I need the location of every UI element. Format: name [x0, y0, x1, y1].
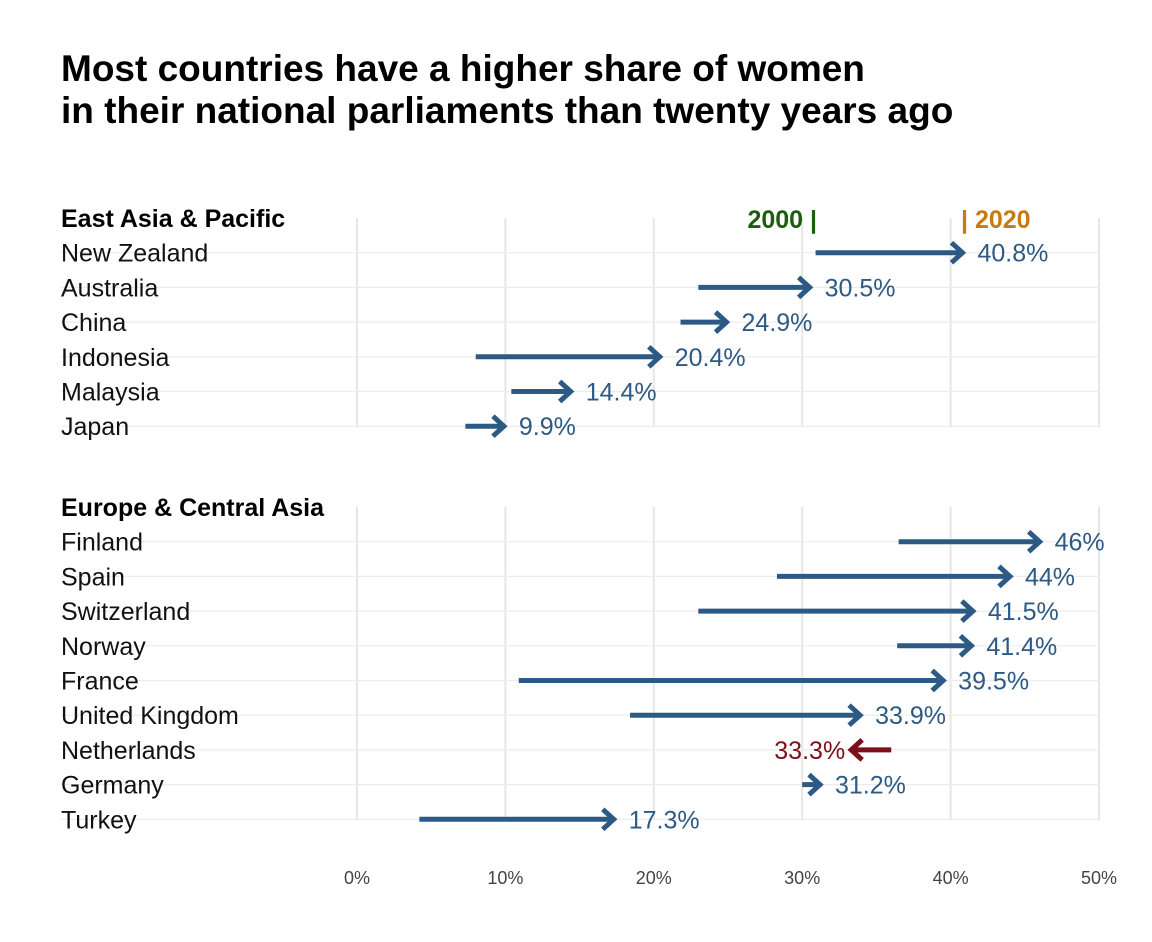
value-label: 30.5% — [825, 274, 896, 302]
value-label: 9.9% — [519, 413, 576, 441]
country-label: United Kingdom — [61, 702, 239, 730]
value-label: 40.8% — [977, 240, 1048, 268]
arrow-australia — [698, 275, 814, 300]
arrow-new-zealand — [815, 240, 967, 265]
chart-panels: East Asia & Pacific New Zealand 40.8% Austr… — [61, 205, 1105, 834]
country-label: Turkey — [61, 806, 137, 834]
arrow-france — [518, 668, 947, 693]
x-axis: 0% 10% 20% 30% 40% 50% — [344, 868, 1117, 888]
country-label: Japan — [61, 413, 129, 441]
country-label: Germany — [61, 772, 164, 800]
value-label: 31.2% — [835, 772, 906, 800]
value-label: 33.9% — [875, 702, 946, 730]
arrow-head — [958, 633, 976, 658]
value-label: 33.3% — [774, 737, 845, 765]
value-label: 24.9% — [742, 309, 813, 337]
country-label: China — [61, 309, 126, 337]
arrow-head — [491, 414, 508, 439]
x-tick-label: 0% — [344, 868, 370, 888]
country-label: Switzerland — [61, 598, 190, 626]
value-label: 44% — [1025, 563, 1075, 591]
arrow-head — [558, 379, 575, 404]
value-label: 17.3% — [629, 806, 700, 834]
panel-0: East Asia & Pacific New Zealand 40.8% Austr… — [61, 205, 1100, 441]
legend-2000-label: 2000 | — [747, 206, 817, 234]
country-label: Norway — [61, 633, 146, 661]
value-label: 41.4% — [986, 633, 1057, 661]
value-label: 14.4% — [586, 379, 657, 407]
arrow-head — [960, 599, 977, 623]
arrow-indonesia — [475, 344, 664, 369]
group-label: East Asia & Pacific — [61, 205, 285, 233]
country-label: Finland — [61, 529, 143, 557]
arrow-head — [647, 344, 664, 369]
arrow-malaysia — [511, 379, 575, 404]
arrow-netherlands — [847, 738, 892, 762]
arrow-japan — [465, 414, 508, 439]
arrow-head — [713, 310, 731, 334]
arrow-switzerland — [698, 599, 977, 623]
chart-title-line-1: Most countries have a higher share of wo… — [61, 48, 865, 89]
arrow-head — [847, 703, 864, 728]
arrow-spain — [776, 564, 1014, 589]
value-label: 20.4% — [675, 344, 746, 372]
arrow-head — [796, 275, 814, 300]
year-legend: 2000 | | 2020 — [747, 206, 1030, 234]
arrow-united-kingdom — [630, 703, 864, 728]
arrow-head — [807, 772, 824, 797]
value-label: 41.5% — [988, 598, 1059, 626]
chart-title: Most countries have a higher share of wo… — [61, 48, 953, 132]
panel-1: Europe & Central Asia Finland 46% Spain 44% S… — [61, 494, 1105, 834]
arrow-head — [930, 668, 947, 693]
country-label: France — [61, 668, 139, 696]
value-label: 39.5% — [958, 668, 1029, 696]
arrow-head — [1026, 529, 1044, 554]
x-tick-label: 40% — [933, 868, 969, 888]
chart-title-line-2: in their national parliaments than twent… — [61, 90, 954, 131]
country-label: New Zealand — [61, 240, 208, 268]
arrow-china — [680, 310, 731, 334]
arrow-germany — [802, 772, 824, 797]
arrow-turkey — [419, 807, 618, 832]
country-label: Indonesia — [61, 344, 170, 372]
country-label: Netherlands — [61, 737, 196, 765]
arrow-finland — [898, 529, 1044, 554]
arrow-norway — [897, 633, 976, 658]
x-tick-label: 30% — [784, 868, 820, 888]
arrow-head — [997, 564, 1014, 589]
arrow-head — [847, 738, 864, 762]
legend-2020-label: | 2020 — [961, 206, 1031, 234]
country-label: Australia — [61, 274, 158, 302]
x-tick-label: 50% — [1081, 868, 1117, 888]
country-label: Spain — [61, 563, 125, 591]
x-tick-label: 10% — [487, 868, 523, 888]
group-label: Europe & Central Asia — [61, 494, 325, 522]
arrow-head — [601, 807, 618, 832]
x-tick-label: 20% — [636, 868, 672, 888]
country-label: Malaysia — [61, 379, 160, 407]
arrow-head — [949, 240, 967, 265]
value-label: 46% — [1055, 529, 1105, 557]
